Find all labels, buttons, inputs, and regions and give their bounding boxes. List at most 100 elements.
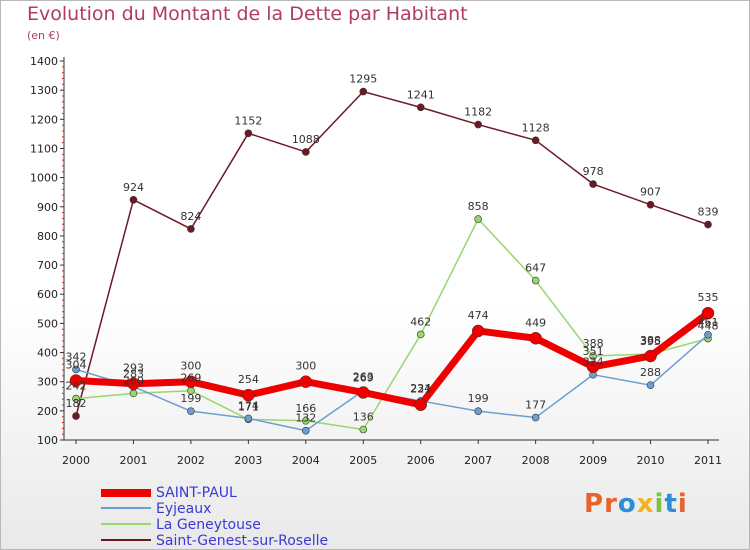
x-tick-label: 2003 [234,454,262,467]
data-label-eyjeaux: 342 [66,350,87,363]
data-label-la-geneytouse: 647 [525,262,546,275]
point-saint-genest-sur-roselle [416,103,425,112]
point-saint-paul [414,398,427,411]
y-tick-label: 1000 [30,172,58,185]
data-label-la-geneytouse: 448 [698,320,719,333]
legend-label-saint-genest: Saint-Genest-sur-Roselle [156,533,329,549]
data-label-la-geneytouse: 395 [640,335,661,348]
data-label-la-geneytouse: 136 [353,411,374,424]
point-saint-paul [644,349,657,363]
legend-swatch-la-geneytouse [101,523,151,525]
x-tick-label: 2001 [119,454,147,467]
data-label-saint-genest-sur-roselle: 1088 [292,133,320,146]
chart-title: Evolution du Montant de la Dette par Hab… [27,3,468,25]
data-label-saint-genest-sur-roselle: 839 [698,206,719,219]
y-tick-label: 800 [37,230,58,243]
point-la-geneytouse [589,352,597,360]
point-saint-paul [242,388,255,402]
data-label-saint-paul: 221 [410,383,431,396]
data-labels-layer: 182 924 824 1152 1088 1295 1241 1182 1128 978 907 8… [66,73,719,425]
point-eyjeaux [704,330,712,339]
y-tick-label: 100 [37,434,58,447]
data-label-saint-paul: 300 [295,360,316,373]
series-layer [69,87,715,435]
data-label-eyjeaux: 269 [353,372,374,385]
y-tick-label: 700 [37,259,58,272]
data-label-eyjeaux: 132 [295,412,316,425]
data-label-saint-paul: 293 [123,362,144,375]
y-tick-label: 400 [37,347,58,360]
x-tick-label: 2004 [292,454,320,467]
point-saint-paul [299,375,313,388]
data-label-la-geneytouse: 242 [66,380,87,393]
x-tick-label: 2007 [464,454,492,467]
point-saint-paul [184,375,198,388]
data-label-la-geneytouse: 166 [295,402,316,415]
data-label-eyjeaux: 177 [525,399,546,412]
data-label-eyjeaux: 174 [238,399,259,412]
point-la-geneytouse [531,276,540,285]
legend-label-eyjeaux: Eyjeaux [156,501,212,517]
data-label-saint-paul: 449 [525,316,546,329]
point-saint-genest-sur-roselle [589,180,597,188]
y-tick-label: 1400 [30,55,58,68]
legend-swatch-eyjeaux [101,507,151,509]
data-label-saint-genest-sur-roselle: 1241 [407,88,435,101]
series-line-la-geneytouse [75,218,709,431]
point-eyjeaux [244,414,253,423]
data-label-la-geneytouse: 269 [180,372,201,385]
point-la-geneytouse [359,425,368,434]
point-saint-genest-sur-roselle [359,87,368,96]
point-saint-paul [471,324,485,338]
data-label-saint-genest-sur-roselle: 824 [180,210,201,223]
point-saint-paul [127,377,140,390]
data-label-saint-paul: 300 [180,360,201,373]
data-label-la-geneytouse: 260 [123,374,144,387]
x-tick-label: 2010 [637,454,665,467]
data-label-eyjeaux: 199 [180,392,201,405]
y-tick-label: 1100 [30,142,58,155]
x-tick-label: 2005 [349,454,377,467]
point-saint-genest-sur-roselle [704,220,712,229]
series-line-saint-genest-sur-roselle [75,90,709,417]
point-saint-paul [586,360,600,374]
data-label-saint-genest-sur-roselle: 907 [640,186,661,199]
proxiti-logo: Proxiti [584,489,688,519]
logo-letter: x [636,489,655,519]
point-eyjeaux [646,381,655,389]
point-saint-paul [69,374,83,387]
point-la-geneytouse [474,215,482,223]
data-label-eyjeaux: 199 [468,392,489,405]
logo-letter: i [654,489,665,519]
point-la-geneytouse [416,330,425,339]
point-saint-genest-sur-roselle [244,129,253,138]
data-label-la-geneytouse: 462 [410,315,431,328]
x-tick-label: 2011 [694,454,722,467]
logo-letter: t [664,489,678,519]
y-tick-label: 600 [37,288,58,301]
point-saint-paul [529,332,542,345]
x-tick-label: 2009 [579,454,607,467]
point-eyjeaux [474,407,482,415]
point-saint-genest-sur-roselle [474,120,482,129]
point-saint-genest-sur-roselle [129,195,138,204]
point-eyjeaux [531,413,540,422]
x-tick-label: 2000 [62,454,90,467]
y-tick-label: 1200 [30,113,58,126]
point-eyjeaux [302,426,310,435]
data-label-saint-paul: 351 [583,345,604,358]
point-saint-genest-sur-roselle [72,412,80,420]
point-saint-genest-sur-roselle [531,136,540,145]
point-saint-genest-sur-roselle [646,200,655,209]
point-saint-paul [357,386,370,399]
x-tick-label: 2002 [177,454,205,467]
point-la-geneytouse [129,389,138,398]
data-label-eyjeaux: 283 [123,368,144,381]
data-label-la-geneytouse: 858 [468,200,489,213]
data-label-eyjeaux: 234 [410,382,431,395]
x-tick-label: 2008 [522,454,550,467]
data-label-saint-genest-sur-roselle: 182 [66,397,87,410]
point-la-geneytouse [72,394,80,403]
